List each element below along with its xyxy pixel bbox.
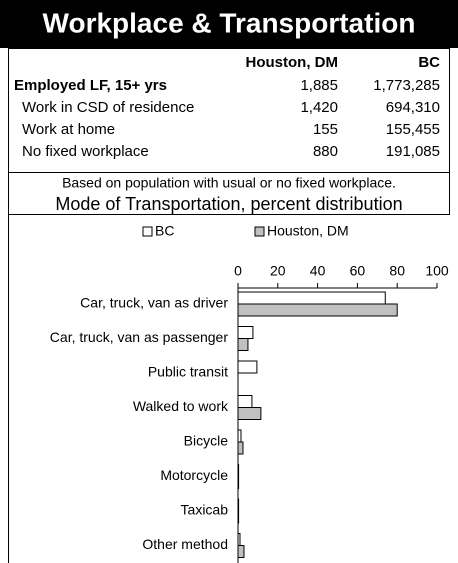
- legend-label: BC: [155, 223, 174, 239]
- row-label: Employed LF, 15+ yrs: [14, 77, 167, 94]
- bar: [237, 476, 240, 489]
- cell: 1,420: [300, 99, 338, 116]
- category-label: Taxicab: [181, 502, 229, 518]
- bar: [237, 395, 253, 408]
- category-label: Bicycle: [184, 433, 229, 449]
- title-band: [0, 0, 458, 48]
- bar: [237, 441, 244, 455]
- cell: 155,455: [386, 121, 440, 138]
- x-tick-label: 80: [389, 263, 405, 279]
- bar: [237, 533, 241, 546]
- x-tick-label: 60: [350, 263, 366, 279]
- note-box: [8, 172, 450, 215]
- category-label: Car, truck, van as passenger: [50, 329, 229, 345]
- legend-swatch: [254, 226, 265, 237]
- x-tick-label: 100: [425, 263, 449, 279]
- category-label: Motorcycle: [160, 467, 228, 483]
- chart-title: Mode of Transportation, percent distribu…: [55, 194, 402, 214]
- row-label: Work at home: [22, 121, 115, 138]
- legend-label: Houston, DM: [267, 223, 349, 239]
- bar: [237, 303, 398, 317]
- cell: 155: [313, 121, 338, 138]
- x-tick-label: 20: [270, 263, 286, 279]
- category-label: Other method: [142, 536, 228, 552]
- column-header: BC: [418, 54, 440, 71]
- bar: [237, 429, 242, 443]
- bar: [237, 326, 254, 339]
- cell: 880: [313, 143, 338, 160]
- column-header: Houston, DM: [246, 54, 338, 71]
- row-label: Work in CSD of residence: [22, 99, 194, 116]
- note: Based on population with usual or no fix…: [62, 175, 396, 191]
- bar: [237, 464, 240, 477]
- bar: [237, 545, 245, 558]
- bar: [237, 360, 258, 374]
- bar: [237, 338, 249, 351]
- x-tick-label: 0: [234, 263, 242, 279]
- bar: [237, 510, 240, 524]
- x-tick-label: 40: [310, 263, 326, 279]
- category-label: Public transit: [148, 364, 228, 380]
- bar: [237, 291, 386, 305]
- legend-swatch: [142, 226, 153, 237]
- page-title: Workplace & Transportation: [43, 7, 416, 38]
- cell: 191,085: [386, 143, 440, 160]
- row-label: No fixed workplace: [22, 143, 149, 160]
- cell: 694,310: [386, 99, 440, 116]
- category-label: Walked to work: [133, 398, 229, 414]
- cell: 1,885: [300, 77, 338, 94]
- bar: [237, 407, 262, 420]
- cell: 1,773,285: [373, 77, 440, 94]
- bar: [237, 498, 240, 512]
- category-label: Car, truck, van as driver: [80, 295, 228, 311]
